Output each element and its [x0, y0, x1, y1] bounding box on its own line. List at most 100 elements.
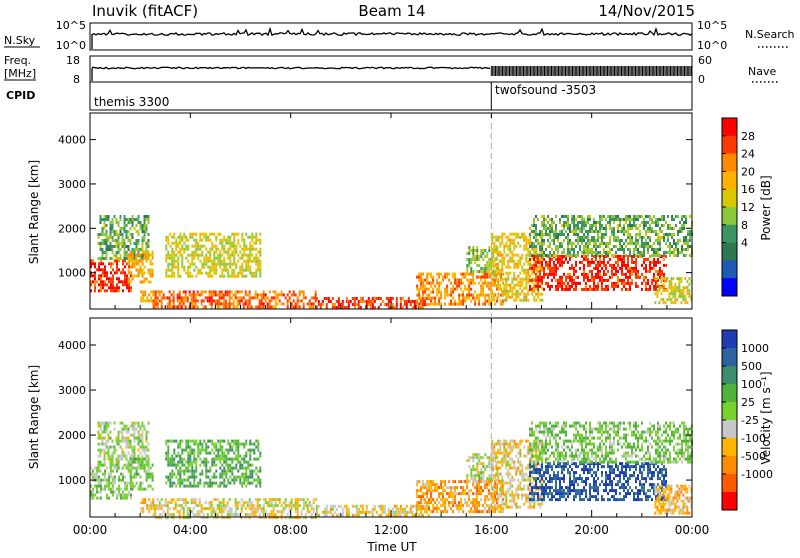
power-cell [484, 300, 486, 303]
power-cell [211, 245, 213, 248]
velocity-cell [253, 458, 255, 461]
power-cell [557, 285, 559, 288]
power-cell [666, 298, 668, 301]
power-cell [324, 297, 326, 300]
power-cell [470, 258, 472, 261]
power-cell [134, 248, 136, 251]
power-cell [104, 224, 106, 227]
velocity-cell [344, 505, 346, 508]
power-cell [680, 277, 682, 280]
velocity-cell [132, 461, 134, 464]
velocity-cell [219, 458, 221, 461]
power-cell [106, 242, 108, 245]
power-cell [493, 260, 495, 263]
velocity-cell [148, 485, 150, 488]
power-cell [645, 245, 647, 248]
velocity-cell [227, 479, 229, 482]
power-cell [171, 299, 173, 302]
power-cell [503, 233, 505, 236]
velocity-cell [148, 470, 150, 473]
power-cell [207, 275, 209, 278]
power-cell [597, 261, 599, 264]
velocity-cell [130, 476, 132, 479]
power-cell [585, 236, 587, 239]
power-cell [102, 280, 104, 283]
velocity-cell [402, 508, 404, 511]
power-cell [557, 258, 559, 261]
power-cell [607, 242, 609, 245]
velocity-cell [348, 514, 350, 517]
velocity-cell [205, 449, 207, 452]
power-cell [197, 299, 199, 302]
power-cell [621, 264, 623, 267]
velocity-cell [205, 461, 207, 464]
power-cell [142, 227, 144, 230]
power-cell [619, 221, 621, 224]
velocity-cell [404, 508, 406, 511]
power-cell [211, 290, 213, 293]
power-cell [647, 279, 649, 282]
power-cell [499, 254, 501, 257]
power-cell [533, 258, 535, 261]
power-cell [185, 236, 187, 239]
velocity-cell [110, 458, 112, 461]
velocity-cell [130, 479, 132, 482]
power-cell [527, 299, 529, 302]
velocity-cell [157, 498, 159, 501]
power-cell [301, 290, 303, 293]
power-cell [197, 293, 199, 296]
power-cell [611, 264, 613, 267]
power-cell [454, 303, 456, 306]
power-cell [126, 283, 128, 286]
power-cell [662, 283, 664, 286]
power-cell [193, 263, 195, 266]
velocity-cell [122, 467, 124, 470]
power-cell [519, 260, 521, 263]
power-cell [140, 290, 142, 293]
velocity-cell [404, 514, 406, 517]
power-cell [593, 288, 595, 291]
velocity-cell [273, 507, 275, 510]
power-cell [571, 218, 573, 221]
power-cell [507, 263, 509, 266]
power-cell [545, 282, 547, 285]
velocity-cell [448, 486, 450, 489]
power-cell [662, 301, 664, 304]
power-cell [497, 296, 499, 299]
power-cell [130, 242, 132, 245]
velocity-cell [324, 514, 326, 517]
power-cell [412, 300, 414, 303]
power-cell [269, 299, 271, 302]
power-cell [555, 267, 557, 270]
power-cell [545, 264, 547, 267]
power-cell [231, 275, 233, 278]
power-cell [605, 245, 607, 248]
velocity-cell [336, 508, 338, 511]
power-cell [209, 266, 211, 269]
power-cell [106, 271, 108, 274]
velocity-cell [132, 422, 134, 425]
power-cell [390, 297, 392, 300]
power-cell [617, 224, 619, 227]
velocity-cell [255, 513, 257, 516]
velocity-cell [424, 483, 426, 486]
power-cell [595, 264, 597, 267]
velocity-cell [241, 498, 243, 501]
power-cell [543, 218, 545, 221]
power-cell [597, 270, 599, 273]
power-cell [213, 233, 215, 236]
velocity-cell [148, 461, 150, 464]
power-cell [128, 254, 130, 257]
velocity-cell [249, 440, 251, 443]
power-cell [571, 248, 573, 251]
velocity-cell [324, 508, 326, 511]
velocity-cell [177, 446, 179, 449]
power-cell [658, 289, 660, 292]
power-cell [547, 254, 549, 257]
velocity-cell [171, 470, 173, 473]
power-cell [515, 245, 517, 248]
velocity-cell [148, 455, 150, 458]
power-cell [495, 239, 497, 242]
power-cell [679, 251, 681, 254]
velocity-cell [263, 507, 265, 510]
